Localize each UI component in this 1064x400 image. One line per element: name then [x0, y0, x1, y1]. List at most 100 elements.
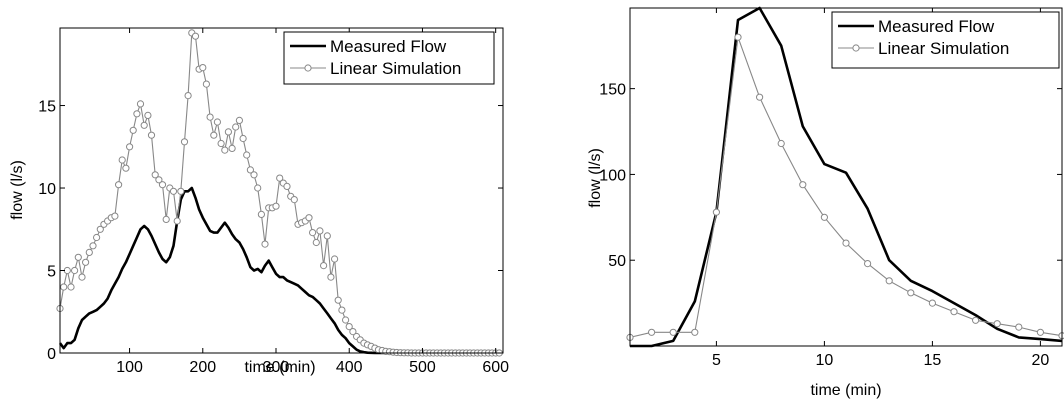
data-point	[950, 308, 958, 316]
data-point	[122, 164, 130, 172]
data-point	[345, 323, 353, 331]
x-axis-label: time (min)	[810, 382, 881, 399]
data-point	[691, 328, 699, 336]
data-point	[290, 196, 298, 204]
data-point	[648, 328, 656, 336]
data-point	[243, 151, 251, 159]
data-point	[283, 182, 291, 190]
data-point	[133, 110, 141, 118]
data-point	[173, 217, 181, 225]
data-point	[276, 174, 284, 182]
data-point	[842, 239, 850, 247]
data-point	[191, 32, 200, 40]
data-point	[993, 320, 1001, 328]
legend-box	[831, 11, 1060, 69]
data-point	[1036, 328, 1045, 336]
x-tick-label: 15	[924, 352, 942, 369]
data-point	[246, 166, 254, 174]
data-point	[158, 181, 167, 189]
data-point	[928, 299, 937, 307]
data-point	[63, 266, 71, 275]
legend-label-1: Measured Flow	[330, 37, 447, 56]
data-point	[320, 262, 328, 270]
data-point	[111, 212, 119, 220]
data-point	[254, 184, 262, 192]
data-point	[180, 138, 189, 146]
data-point	[756, 93, 764, 101]
data-point	[734, 33, 742, 41]
data-point	[126, 143, 134, 151]
data-point	[151, 171, 159, 179]
y-axis-label: flow (l/s)	[9, 160, 26, 220]
legend-label-2: Linear Simulation	[878, 39, 1009, 58]
chart-1: 100 200 300 400 500 600 0 5 10 15 time (min) flow (…	[9, 27, 509, 376]
data-point	[228, 144, 236, 152]
x-tick-label: 20	[1032, 352, 1050, 369]
x-tick-label: 300	[263, 359, 290, 376]
legend-marker-icon	[852, 44, 860, 52]
data-point	[712, 208, 721, 216]
y-tick-label: 15	[38, 99, 56, 116]
data-point	[327, 273, 335, 281]
legend-label-2: Linear Simulation	[330, 59, 461, 78]
data-point	[338, 306, 346, 314]
data-point	[60, 283, 68, 291]
data-point	[177, 187, 185, 195]
y-tick-label: 100	[599, 167, 626, 184]
data-point	[323, 232, 331, 240]
data-point	[96, 225, 104, 233]
data-point	[312, 238, 320, 247]
data-point	[89, 242, 97, 250]
data-point	[93, 233, 101, 242]
data-point	[184, 92, 192, 100]
data-point	[224, 128, 232, 136]
y-axis-label: flow (l/s)	[587, 148, 604, 208]
data-point	[162, 215, 170, 223]
y-tick-label: 5	[47, 264, 56, 281]
data-point	[71, 266, 79, 275]
legend-marker-icon	[304, 64, 312, 72]
x-tick-label: 600	[482, 359, 509, 376]
data-point	[799, 181, 807, 189]
data-point	[221, 146, 229, 154]
y-tick-label: 0	[47, 346, 56, 363]
data-point	[272, 202, 280, 210]
legend-box	[283, 31, 495, 85]
series-line-2	[629, 36, 1063, 338]
legend-label-1: Measured Flow	[878, 17, 995, 36]
data-point	[1058, 332, 1064, 340]
data-point	[82, 258, 90, 266]
data-point	[217, 139, 225, 148]
data-point	[129, 126, 137, 134]
data-point	[147, 131, 156, 139]
y-tick-label: 150	[599, 82, 626, 99]
x-tick-label: 200	[189, 359, 216, 376]
data-point	[239, 134, 247, 143]
series-line-1	[630, 6, 1063, 348]
data-point	[169, 187, 178, 195]
data-point	[206, 113, 214, 121]
chart-2: 5 10 15 20 50 100 150 time (min) flow (l/s) Measu…	[587, 6, 1064, 399]
axes-frame	[59, 27, 504, 354]
data-point	[235, 116, 243, 125]
data-point	[331, 255, 339, 263]
data-point	[305, 214, 313, 222]
data-point	[257, 210, 265, 218]
data-point	[118, 156, 126, 164]
data-point	[250, 171, 258, 179]
data-point	[85, 248, 93, 256]
series-line-1	[58, 186, 500, 355]
legend: Measured Flow Linear Simulation	[283, 31, 495, 85]
data-point	[907, 289, 915, 297]
data-point	[115, 181, 123, 189]
data-point	[136, 100, 145, 108]
data-point	[1015, 323, 1023, 331]
data-point	[74, 253, 82, 261]
x-tick-label: 100	[116, 359, 143, 376]
data-point	[202, 80, 210, 88]
data-point	[309, 229, 317, 237]
data-point	[864, 260, 872, 268]
data-point	[232, 123, 240, 131]
x-axis-label: time (min)	[244, 359, 315, 376]
data-point	[199, 64, 207, 72]
